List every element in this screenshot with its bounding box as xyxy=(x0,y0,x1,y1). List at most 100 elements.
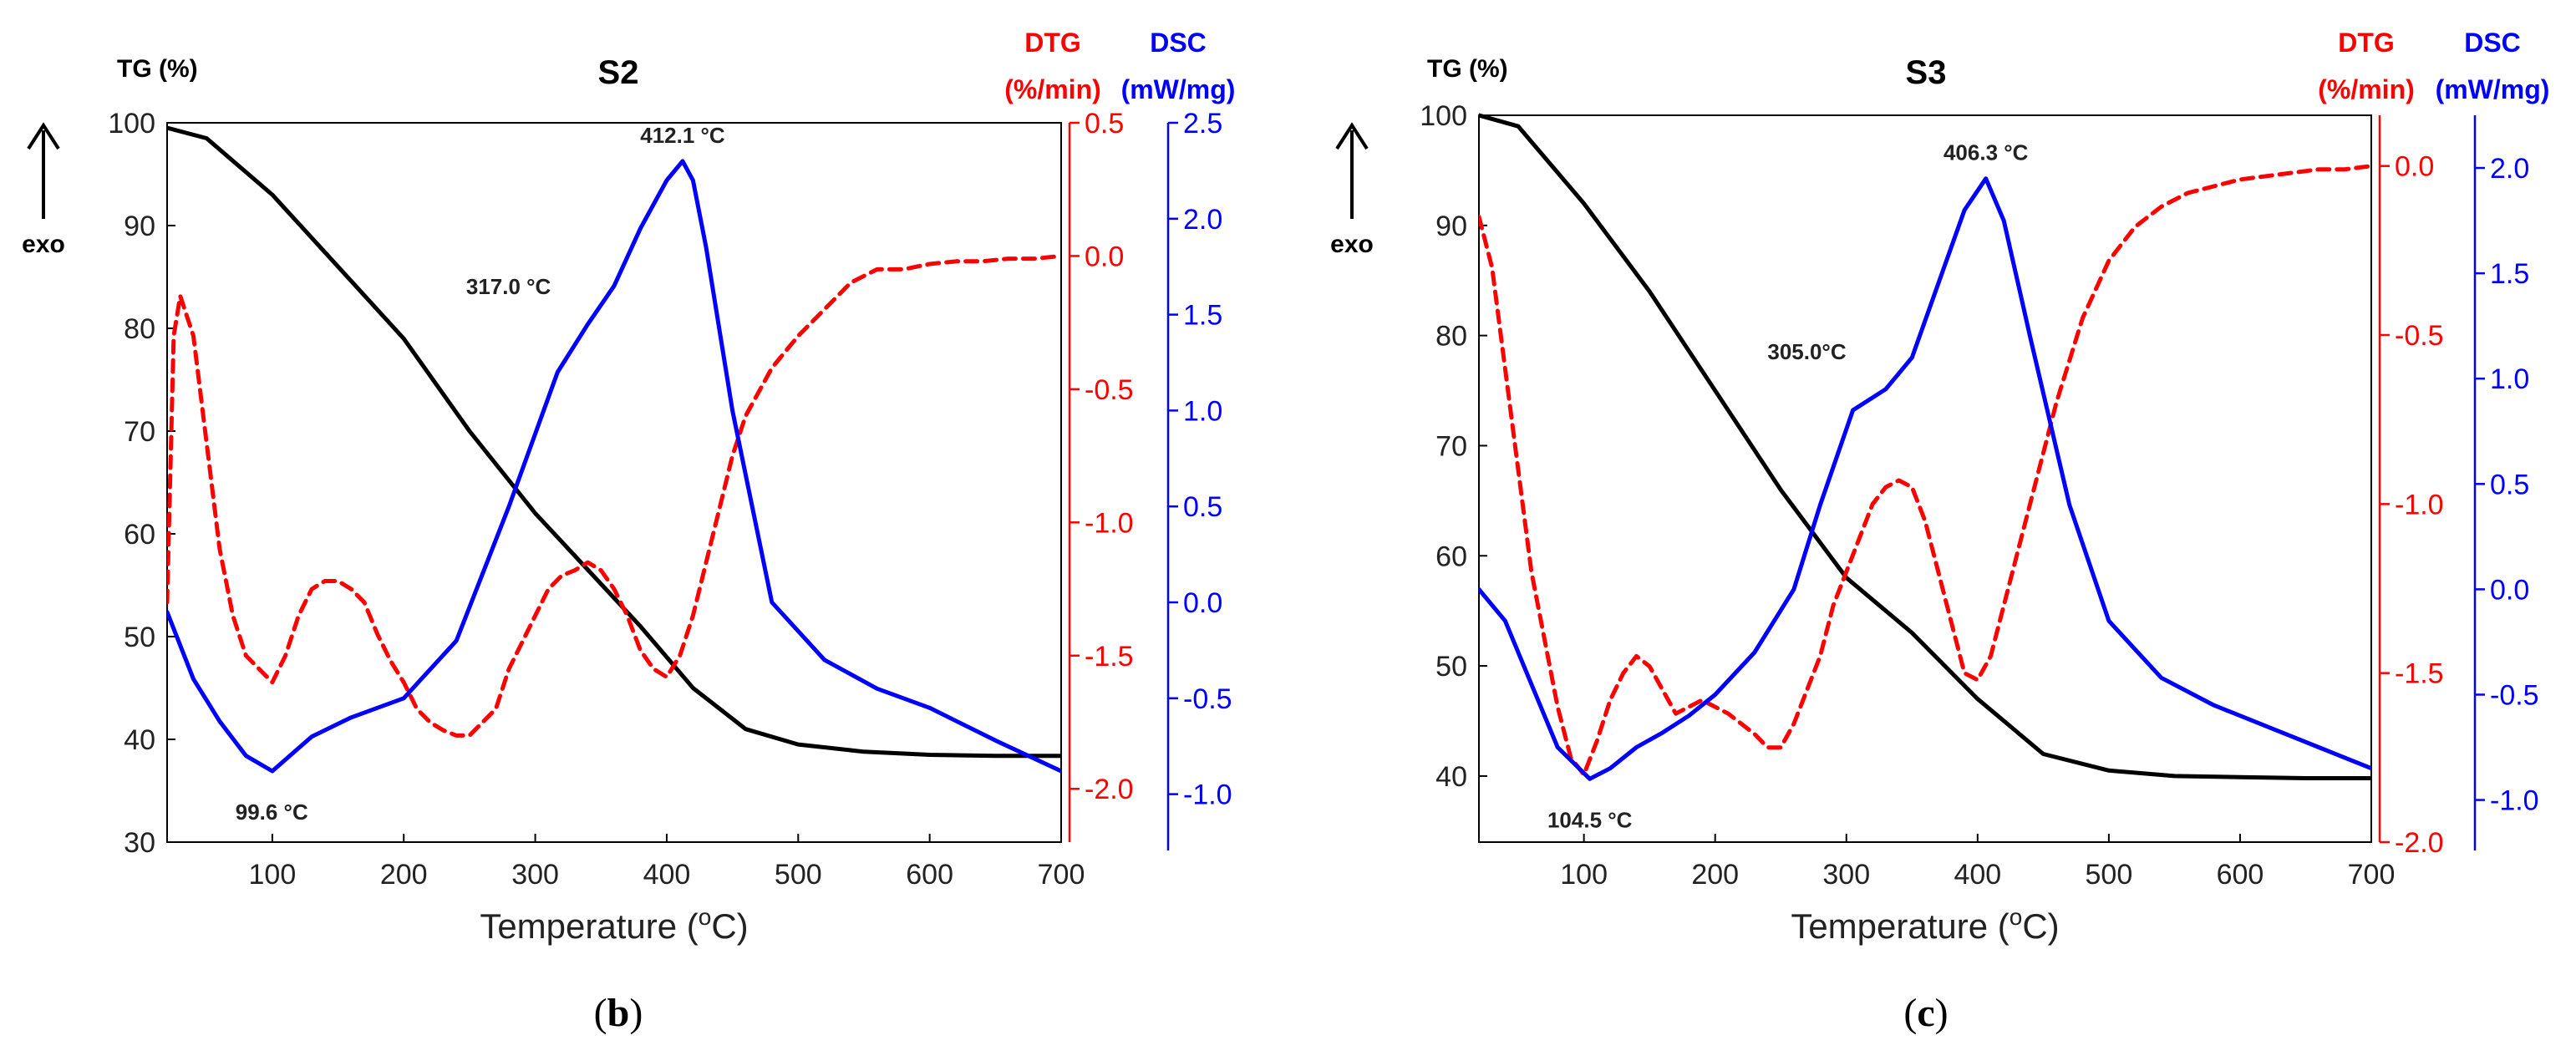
x-tick-label: 500 xyxy=(775,859,822,891)
caption-close: ) xyxy=(629,991,643,1035)
tg-tick-label: 40 xyxy=(1435,761,1467,793)
tg-tick-label: 30 xyxy=(124,827,155,859)
dtg-tick-label: 0.0 xyxy=(2395,151,2434,183)
x-tick-label: 500 xyxy=(2086,859,2133,891)
series-dsc-line xyxy=(1479,176,2371,781)
dsc-tick-label: -1.0 xyxy=(2490,785,2539,817)
dsc-tick-label: 1.5 xyxy=(2490,258,2529,290)
tg-axis-label: TG (%) xyxy=(117,55,198,83)
x-axis-label-text: Temperature ( xyxy=(1791,906,2009,946)
x-tick-label: 100 xyxy=(1560,859,1608,891)
peak-annotation: 305.0°C xyxy=(1767,339,1846,364)
dsc-tick-label: 0.5 xyxy=(1183,491,1222,523)
series-dtg-line xyxy=(167,253,1061,738)
exo-label: exo xyxy=(22,231,65,258)
x-axis-label-unit: C) xyxy=(2022,906,2059,946)
peak-annotation: 99.6 °C xyxy=(236,800,308,825)
dsc-tick-label: -1.0 xyxy=(1183,779,1232,811)
dtg-axis-unit: (%/min) xyxy=(1004,74,1101,104)
dtg-axis-label: DTG xyxy=(2338,28,2395,58)
x-tick-label: 400 xyxy=(1954,859,2001,891)
chart-title: S2 xyxy=(598,54,639,91)
dsc-axis-unit: (mW/mg) xyxy=(2436,74,2550,104)
x-axis-label: Temperature (oC) xyxy=(480,904,748,946)
x-tick-label: 300 xyxy=(1822,859,1870,891)
tg-tick-label: 50 xyxy=(1435,651,1467,683)
panel-caption: (c) xyxy=(1903,991,1948,1035)
tg-tick-label: 80 xyxy=(124,313,155,345)
x-tick-label: 200 xyxy=(380,859,428,891)
dsc-tick-label: -0.5 xyxy=(1183,683,1232,715)
dtg-tick-label: -1.0 xyxy=(1085,507,1134,539)
series-dsc-line xyxy=(167,159,1061,774)
tg-tick-label: 60 xyxy=(1435,541,1467,572)
peak-annotation: 406.3 °C xyxy=(1943,140,2029,165)
dtg-tick-label: -2.0 xyxy=(1085,774,1134,805)
plot-frame xyxy=(1478,114,2372,843)
chart-panel-c: 100 200 300 400 500 600 700 Temperature (oC) 40 5… xyxy=(1330,28,2549,1035)
x-axis-label: Temperature (oC) xyxy=(1791,904,2059,946)
exo-arrow-icon xyxy=(1335,122,1369,150)
dsc-tick-label: 2.0 xyxy=(2490,153,2529,185)
dsc-tick-label: 1.0 xyxy=(1183,395,1222,427)
dtg-axis-unit: (%/min) xyxy=(2318,74,2415,104)
tg-tick-label: 90 xyxy=(1435,211,1467,242)
dtg-axis-label: DTG xyxy=(1024,28,1081,58)
series-tg-line xyxy=(1479,113,2371,780)
tg-tick-label: 60 xyxy=(124,519,155,551)
dsc-axis-label: DSC xyxy=(2464,28,2521,58)
peak-annotation: 412.1 °C xyxy=(640,123,725,148)
x-tick-label: 600 xyxy=(906,859,953,891)
peak-annotation: 104.5 °C xyxy=(1547,807,1633,832)
chart-panel-b: 100 200 300 400 500 600 700 Temperature (oC) 30 4… xyxy=(22,28,1235,1035)
tg-tick-label: 70 xyxy=(124,416,155,448)
dsc-tick-label: 0.0 xyxy=(2490,574,2529,606)
tg-tick-label: 80 xyxy=(1435,321,1467,353)
dsc-tick-label: 2.0 xyxy=(1183,204,1222,236)
caption-close: ) xyxy=(1935,991,1949,1035)
caption-letter: c xyxy=(1917,991,1934,1035)
peak-annotation: 317.0 °C xyxy=(466,274,551,299)
tg-tick-label: 50 xyxy=(124,622,155,653)
x-axis-label-sup: o xyxy=(699,904,712,930)
plot-frame xyxy=(166,122,1062,843)
panel-caption: (b) xyxy=(594,991,643,1035)
dsc-axis-unit: (mW/mg) xyxy=(1121,74,1236,104)
dsc-axis-label: DSC xyxy=(1150,28,1207,58)
tg-axis-label: TG (%) xyxy=(1427,55,1508,83)
dtg-tick-label: -1.5 xyxy=(2395,658,2444,690)
chart-title: S3 xyxy=(1906,54,1947,91)
caption-letter: b xyxy=(607,991,630,1035)
x-tick-label: 300 xyxy=(511,859,559,891)
x-axis-label-sup: o xyxy=(2009,904,2023,930)
caption-open: ( xyxy=(594,991,607,1035)
exo-arrow-icon xyxy=(27,122,60,150)
dsc-tick-label: 0.5 xyxy=(2490,469,2529,500)
dtg-tick-label: -0.5 xyxy=(2395,320,2444,352)
tg-tick-label: 90 xyxy=(124,211,155,242)
dtg-tick-label: -1.5 xyxy=(1085,641,1134,673)
dtg-tick-label: -0.5 xyxy=(1085,374,1134,406)
dtg-tick-label: -1.0 xyxy=(2395,489,2444,520)
caption-open: ( xyxy=(1903,991,1917,1035)
tg-tick-label: 70 xyxy=(1435,430,1467,462)
dsc-tick-label: 2.5 xyxy=(1183,108,1222,140)
dtg-tick-label: 0.5 xyxy=(1085,108,1124,140)
exo-label: exo xyxy=(1330,231,1374,258)
dsc-tick-label: -0.5 xyxy=(2490,679,2539,711)
dsc-tick-label: 0.0 xyxy=(1183,587,1222,619)
x-tick-label: 200 xyxy=(1691,859,1739,891)
series-tg-line xyxy=(167,125,1061,759)
x-tick-label: 600 xyxy=(2217,859,2264,891)
dsc-tick-label: 1.0 xyxy=(2490,363,2529,395)
x-tick-label: 700 xyxy=(2348,859,2396,891)
dtg-tick-label: -2.0 xyxy=(2395,827,2444,859)
dtg-tick-label: 0.0 xyxy=(1085,241,1124,272)
tg-tick-label: 100 xyxy=(1420,100,1467,132)
x-tick-label: 700 xyxy=(1038,859,1085,891)
tg-tick-label: 40 xyxy=(124,724,155,756)
series-dtg-line xyxy=(1479,164,2371,777)
x-tick-label: 400 xyxy=(643,859,691,891)
